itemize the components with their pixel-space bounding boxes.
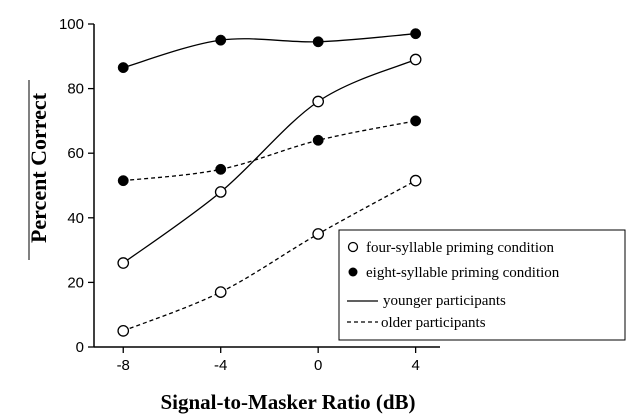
curves [122, 33, 416, 332]
series-1-filled-point [410, 115, 422, 127]
x-tick-label: -4 [214, 357, 227, 374]
series-3-open-point [312, 228, 325, 240]
series-0-filled-point [410, 28, 422, 40]
axes [93, 24, 440, 348]
series-3-open-point [409, 174, 422, 187]
x-tick-label: 0 [314, 357, 322, 374]
series-1-filled-point [215, 163, 227, 175]
series-2-open-point [117, 257, 130, 269]
x-axis-label: Signal-to-Masker Ratio (dB) [160, 390, 415, 414]
x-tick-label: -8 [117, 357, 130, 374]
series-3-dashed-curve [122, 180, 416, 332]
legend-label-younger: younger participants [383, 293, 506, 309]
legend: four-syllable priming condition eight-sy… [338, 229, 626, 341]
series-1-dashed-curve [123, 120, 416, 182]
series-1-filled-point [312, 134, 324, 146]
legend-box [338, 229, 626, 341]
series-0-filled-point [312, 36, 324, 48]
legend-open-circle-icon [347, 241, 359, 253]
legend-label-eight-syllable: eight-syllable priming condition [366, 265, 560, 281]
series-0-solid-curve [123, 33, 416, 69]
series-2-open-point [409, 53, 422, 66]
series-0-filled-point [215, 34, 227, 46]
y-tick-label: 100 [59, 16, 84, 33]
series-0-filled-point [117, 62, 129, 74]
y-tick-label: 40 [67, 210, 84, 227]
series-3-open-point [214, 286, 227, 298]
y-axis-label: Percent Correct [26, 92, 51, 243]
legend-filled-circle-icon [348, 267, 358, 277]
points [117, 28, 422, 337]
y-tick-label: 80 [67, 81, 84, 98]
series-2-open-point [214, 186, 227, 198]
series-3-open-point [117, 324, 130, 337]
series-2-solid-curve [122, 58, 416, 264]
y-tick-label: 20 [67, 274, 84, 291]
y-tick-label: 60 [67, 145, 84, 162]
series-2-open-point [312, 95, 325, 108]
series-1-filled-point [117, 175, 129, 187]
x-tick-label: 4 [411, 357, 419, 374]
ticks: 0 20 40 60 80 100 -8 -4 0 4 [59, 16, 420, 374]
legend-label-four-syllable: four-syllable priming condition [366, 240, 554, 256]
legend-label-older: older participants [381, 315, 486, 331]
y-tick-label: 0 [76, 339, 84, 356]
